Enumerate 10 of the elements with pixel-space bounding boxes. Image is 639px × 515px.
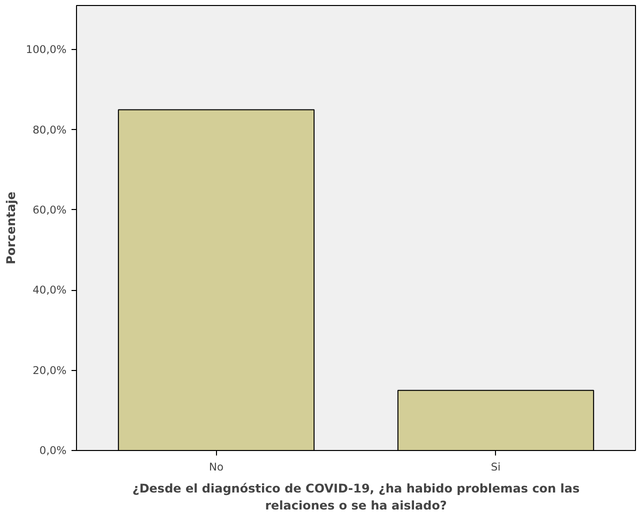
x-tick-label: Si [490, 460, 501, 474]
x-axis-title: ¿Desde el diagnóstico de COVID-19, ¿ha habido problemas con las relaciones o se ha aislado? [132, 482, 580, 512]
y-tick-label: 20,0% [32, 364, 67, 377]
x-tick-label: No [209, 460, 224, 474]
y-tick-label: 80,0% [32, 123, 67, 136]
y-tick-label: 100,0% [26, 43, 67, 56]
y-tick-label: 0,0% [39, 444, 67, 457]
y-tick-label: 60,0% [32, 203, 67, 216]
y-tick-label: 40,0% [32, 284, 67, 297]
y-axis-title: Porcentaje [4, 192, 18, 264]
